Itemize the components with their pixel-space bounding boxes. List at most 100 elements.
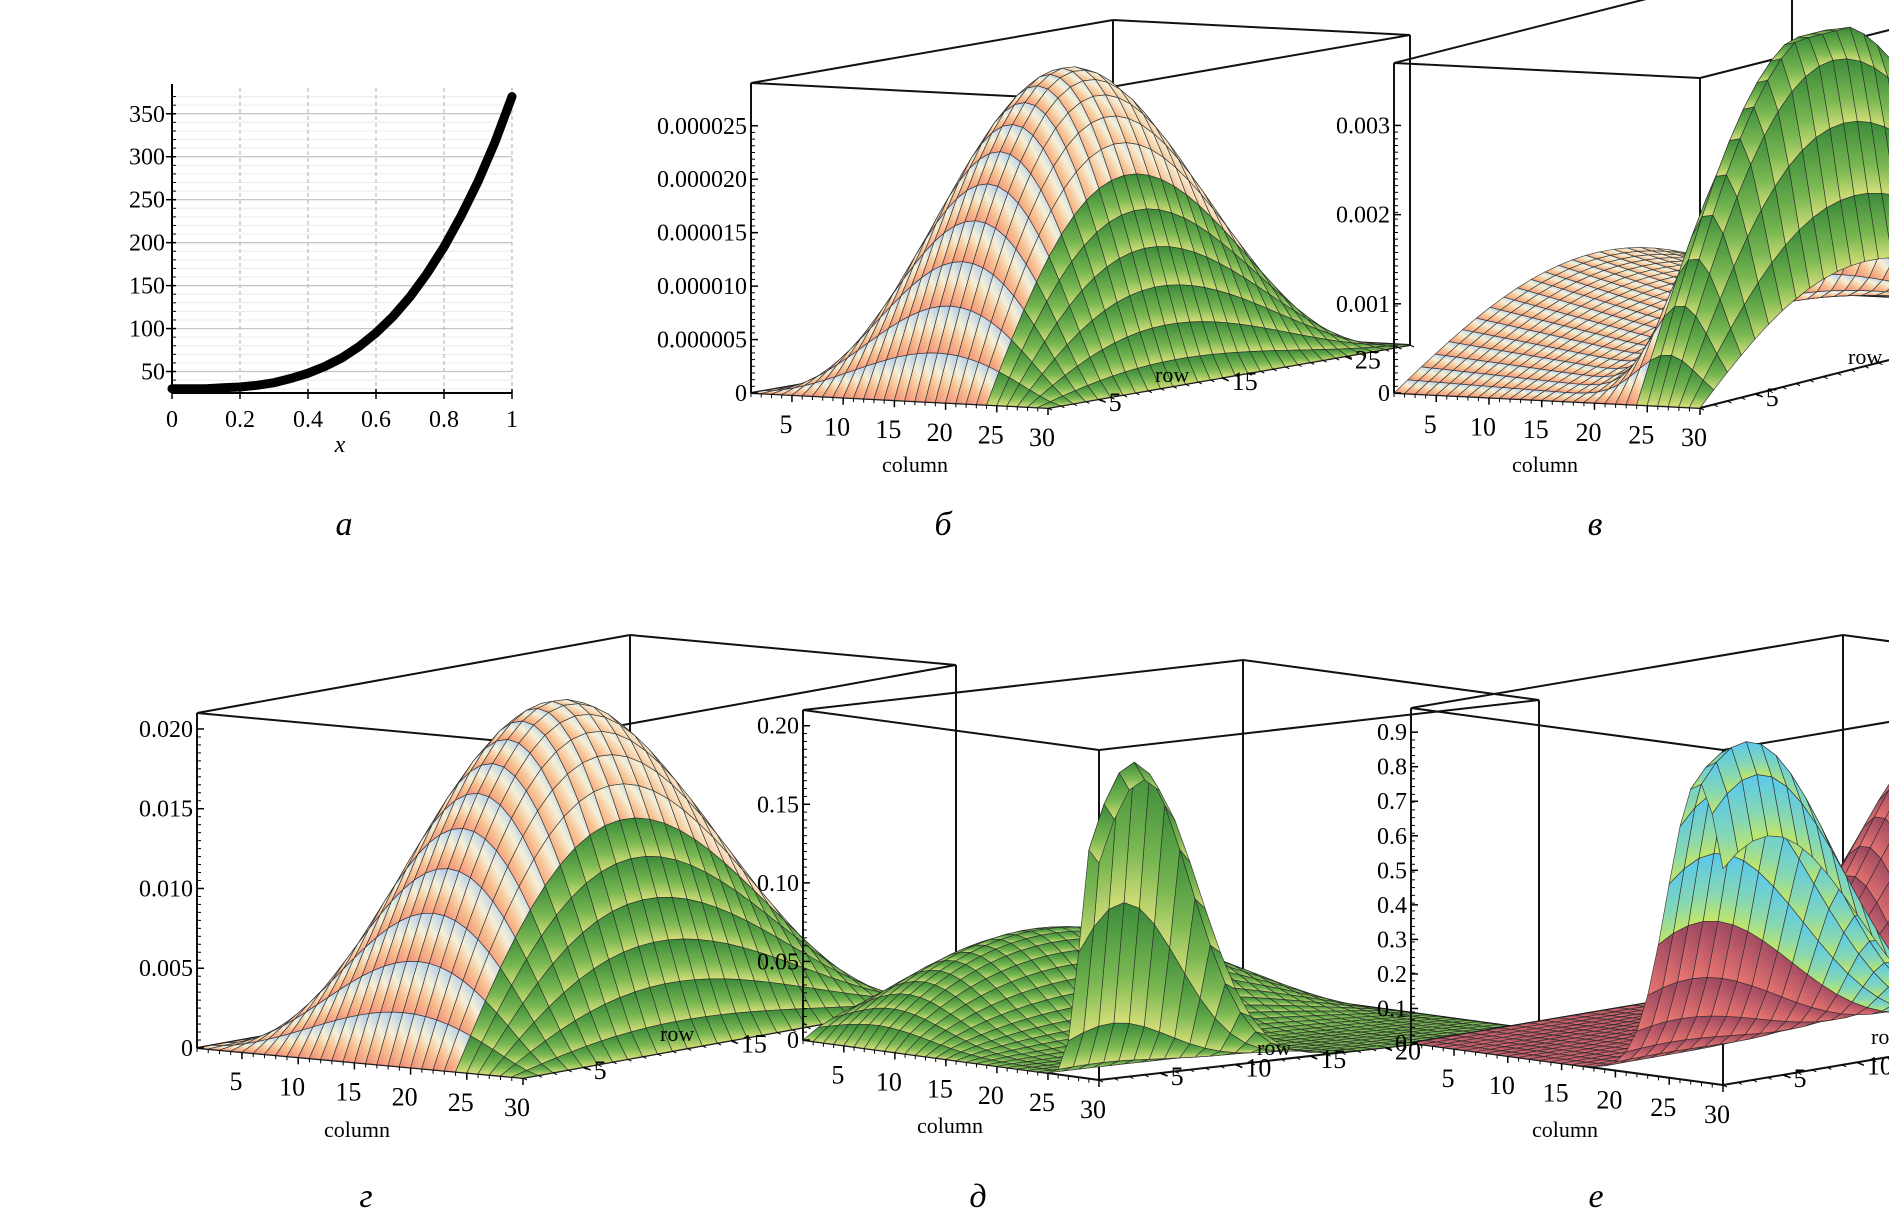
z-tick-label: 0.4 [1377,893,1407,919]
panel-caption: б [934,506,953,543]
box-edge [802,659,1244,711]
y-tick-label: 350 [129,102,165,128]
z-tick-label: 0.000015 [657,221,747,247]
row-minor-tick [1837,372,1842,376]
column-tick-label: 5 [1424,410,1437,439]
box-edge [1112,19,1411,36]
row-axis-label: row [660,1021,694,1046]
z-tick-labels: 0 0.005 0.010 0.015 0.020 [139,717,204,1062]
surface [802,761,1540,1074]
z-tick-label: 0.8 [1377,755,1407,781]
x-tick-label: 0.4 [293,407,323,433]
panel-caption: д [969,1178,986,1214]
axes [166,84,513,399]
box-edge [1699,359,1889,409]
z-tick-label: 0.020 [139,717,193,743]
panel-d: 00.0050.0100.0150.0205101520253051525row… [139,634,961,1214]
row-minor-tick [1110,396,1115,400]
row-minor-tick [1864,365,1869,369]
z-tick-label: 0.003 [1336,113,1390,139]
z-tick-label: 0.010 [139,876,193,902]
row-minor-tick [1172,385,1178,389]
surface [1410,741,1889,1067]
column-tick-label: 15 [335,1077,361,1106]
tick-labels: 50 100 150 200 250 300 350 0 0.2 0.4 0.6 0.8 1 [129,102,518,433]
y-tick-label: 200 [129,231,165,257]
z-tick-label: 0 [181,1036,193,1062]
column-tick-label: 25 [1628,420,1654,449]
x-tick-label: 0.8 [429,407,459,433]
column-tick-label: 20 [978,1081,1004,1110]
row-tick [1344,355,1353,361]
panel-caption: а [336,506,353,543]
column-tick-label: 10 [279,1072,305,1101]
row-minor-tick [1322,359,1327,363]
series-line [167,92,517,394]
box-edge [1393,0,1647,64]
panel-caption: в [1588,506,1603,543]
row-minor-tick [1850,369,1856,373]
surface-cell [1688,379,1715,409]
x-tick-label: 0.6 [361,407,391,433]
row-minor-tick [1259,370,1265,374]
y-tick-label: 250 [129,188,165,214]
row-minor-tick [1047,407,1053,411]
row-axis-label: row [1848,344,1882,369]
row-minor-tick [1085,401,1090,404]
row-minor-tick [1359,353,1365,357]
panel-a: 50 100 150 200 250 300 350 0 0.2 0.4 0.6 0.8 1 x а [129,84,518,543]
surface-panels: 0 0.000005 0.000010 0.000015 0.000020 0.00002… [139,0,1889,1214]
row-minor-tick [1122,394,1128,398]
row-minor-tick [1347,355,1352,359]
column-axis-label: column [1512,452,1578,477]
z-tick-label: 0.15 [757,792,799,818]
surface [1393,26,1889,409]
row-tick-label: 5 [1171,1062,1184,1091]
column-tick-label: 25 [1029,1088,1055,1117]
z-tick-label: 0 [1378,381,1390,407]
panel-b: 0 0.000005 0.000010 0.000015 0.000020 0.00002… [657,19,1415,543]
row-minor-tick [1160,388,1165,391]
row-minor-tick [1147,390,1153,394]
row-minor-tick [1135,392,1140,396]
surface [750,66,1411,409]
y-tick-label: 100 [129,317,165,343]
column-tick-label: 10 [876,1067,902,1096]
box-edge [196,634,631,714]
box-edge [1410,634,1844,709]
box-edge [196,712,524,744]
box-edge [750,19,1114,84]
box-edge [629,634,957,666]
row-tick-label: 5 [594,1056,607,1085]
column-tick-label: 30 [504,1093,530,1122]
column-tick-label: 25 [448,1088,474,1117]
column-tick-label: 5 [779,410,792,439]
box-edge [1098,699,1540,751]
column-tick-label: 10 [824,413,850,442]
column-tick-label: 15 [927,1074,953,1103]
row-tick [1098,398,1106,403]
column-tick-label: 15 [1523,415,1549,444]
z-tick-label: 0.7 [1377,789,1407,815]
row-minor-tick [1768,390,1773,394]
row-minor-tick [1754,393,1760,397]
row-minor-tick [1727,400,1732,404]
row-minor-tick [1809,379,1815,383]
row-minor-tick [1284,366,1290,370]
column-tick-labels: 5 10 15 20 25 30 [1393,393,1707,452]
row-minor-tick [1197,381,1203,385]
z-tick-label: 0.002 [1336,203,1390,229]
z-tick-label: 0.000005 [657,328,747,354]
row-tick-label: 25 [1355,345,1381,374]
row-minor-tick [1097,398,1103,402]
column-axis-label: column [882,452,948,477]
x-tick-label: 0.2 [225,407,255,433]
box-edge [1393,62,1701,79]
box-edge [1722,720,1889,751]
column-tick-label: 30 [1080,1095,1106,1124]
z-tick-label: 0.000025 [657,114,747,140]
z-tick-labels: 0 0.000005 0.000010 0.000015 0.000020 0.00002… [657,114,758,407]
